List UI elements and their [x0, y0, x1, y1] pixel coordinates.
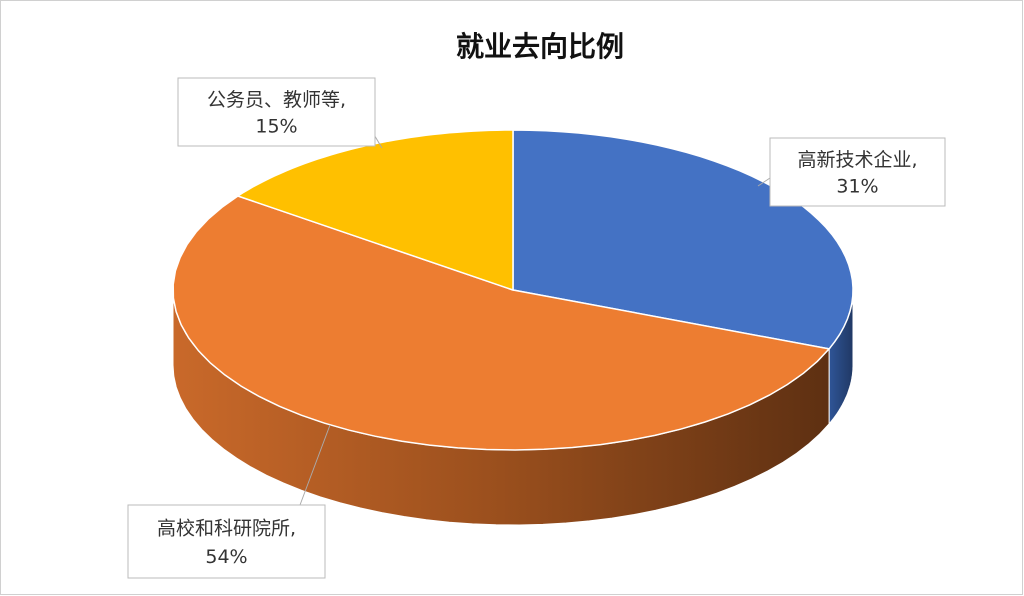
label-separator: , [911, 148, 917, 170]
leader-line [299, 424, 331, 506]
label-box [769, 137, 946, 207]
pie [172, 129, 854, 526]
data-labels: 高新技术企业, 31% 高校和科研院所, 54% 公务员、教师等, 15% [127, 77, 946, 579]
pie-slice [236, 129, 514, 292]
label-box [177, 77, 376, 147]
label-separator: , [290, 517, 296, 539]
label-box [127, 504, 326, 579]
value-label: 15% [255, 115, 297, 137]
leader-line [757, 177, 771, 187]
category-name: 公务员、教师等 [207, 88, 340, 110]
label-category: 高校和科研院所, [157, 517, 296, 539]
category-name: 高校和科研院所 [157, 517, 290, 539]
pie-slice [172, 195, 831, 451]
label-separator: , [340, 88, 346, 110]
chart-title: 就业去向比例 [456, 30, 624, 63]
category-name: 高新技术企业 [797, 148, 911, 170]
value-label: 54% [205, 546, 247, 568]
label-category: 公务员、教师等, [207, 88, 346, 110]
label-category: 高新技术企业, [797, 148, 917, 170]
value-label: 31% [836, 175, 878, 197]
